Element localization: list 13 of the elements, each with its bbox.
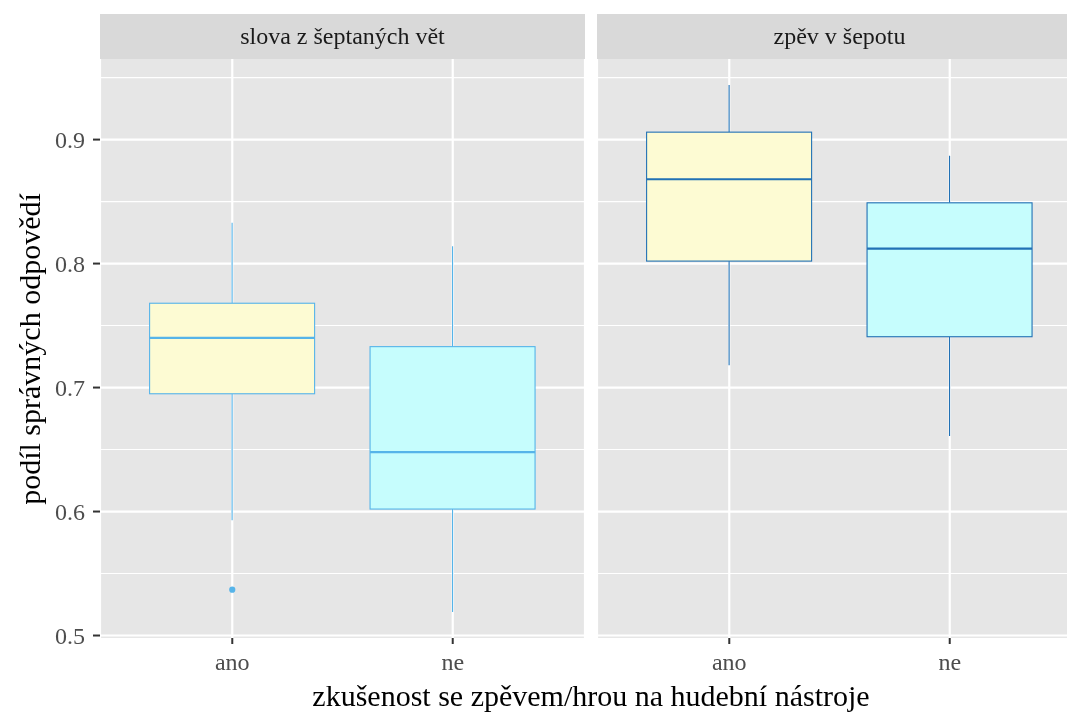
chart-title: slova z šeptaných vět xyxy=(240,23,445,50)
y-tick-label: 0.5 xyxy=(55,623,85,650)
y-axis-title: podíl správných odpovědí xyxy=(13,192,46,505)
y-tick-label: 0.8 xyxy=(55,251,85,278)
y-tick-label: 0.9 xyxy=(55,127,85,154)
y-tick-label: 0.6 xyxy=(55,499,85,526)
x-axis-title: zkušenost se zpěvem/hrou na hudební nástroje xyxy=(312,679,870,712)
x-tick-label: ano xyxy=(214,649,250,676)
x-tick-label: ano xyxy=(711,649,747,676)
x-tick-label: ne xyxy=(938,649,962,676)
x-tick-label: ne xyxy=(441,649,465,676)
chart-title: zpěv v šepotu xyxy=(773,23,906,50)
y-tick-label: 0.7 xyxy=(55,375,85,402)
